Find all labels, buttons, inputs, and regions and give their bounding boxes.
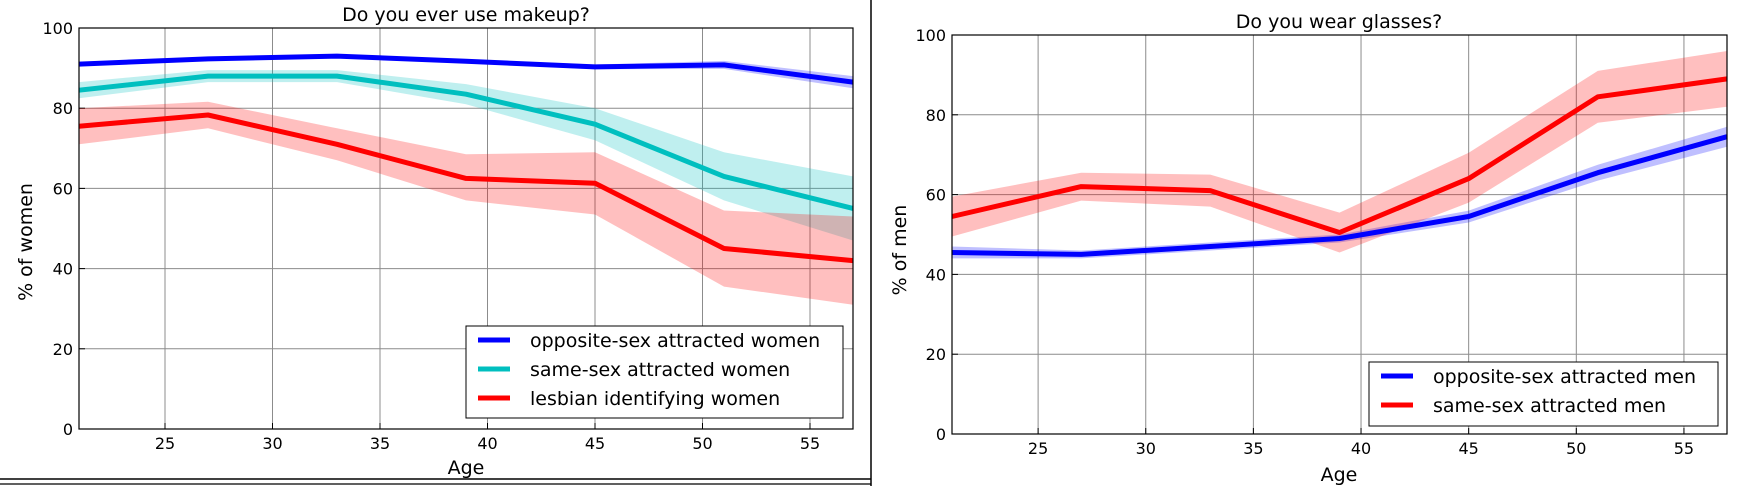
legend-label: opposite-sex attracted men	[1433, 366, 1696, 388]
y-tick-label: 40	[53, 260, 73, 279]
y-tick-label: 60	[53, 179, 73, 198]
legend-label: lesbian identifying women	[530, 388, 780, 410]
series-line	[78, 112, 854, 264]
x-tick-label: 35	[1243, 439, 1263, 458]
confidence-band	[79, 101, 853, 305]
legend-box	[1368, 361, 1719, 427]
x-tick-label: 45	[585, 434, 605, 453]
y-tick-label: 0	[936, 425, 946, 444]
x-axis-label: Age	[1321, 464, 1358, 486]
series-line	[78, 53, 854, 85]
y-tick-label: 100	[42, 19, 73, 38]
x-tick-label: 25	[155, 434, 175, 453]
y-tick-label: 20	[53, 340, 73, 359]
y-tick-label: 80	[926, 106, 946, 125]
x-tick-label: 55	[1674, 439, 1694, 458]
y-axis-label: % of women	[15, 183, 37, 301]
plot-frame	[951, 34, 1728, 435]
legend-box	[465, 325, 844, 419]
x-tick-label: 30	[1136, 439, 1156, 458]
x-tick-label: 50	[692, 434, 712, 453]
chart-title: Do you wear glasses?	[1236, 11, 1442, 33]
x-tick-label: 55	[800, 434, 820, 453]
y-tick-label: 20	[926, 345, 946, 364]
plot-frame	[78, 27, 854, 430]
x-tick-label: 40	[477, 434, 497, 453]
y-tick-label: 100	[915, 26, 946, 45]
legend-label: same-sex attracted men	[1433, 395, 1666, 417]
legend-label: opposite-sex attracted women	[530, 330, 820, 352]
confidence-band	[952, 51, 1727, 253]
x-tick-label: 50	[1566, 439, 1586, 458]
y-tick-label: 60	[926, 186, 946, 205]
chart-title: Do you ever use makeup?	[342, 4, 590, 26]
legend: opposite-sex attracted men same-sex attra…	[1368, 361, 1719, 427]
y-tick-label: 0	[63, 420, 73, 439]
y-tick-label: 80	[53, 99, 73, 118]
x-tick-label: 30	[262, 434, 282, 453]
y-tick-label: 40	[926, 265, 946, 284]
legend: opposite-sex attracted women same-sex att…	[465, 325, 844, 419]
series-line	[951, 76, 1728, 235]
series-line	[951, 134, 1728, 257]
x-tick-label: 35	[370, 434, 390, 453]
confidence-band	[79, 70, 853, 241]
y-axis-label: % of men	[889, 205, 911, 296]
series-line	[78, 73, 854, 211]
glasses-chart: Do you wear glasses? Age % of men 25 30 35…	[889, 11, 1728, 486]
legend-label: same-sex attracted women	[530, 359, 790, 381]
x-tick-label: 45	[1458, 439, 1478, 458]
makeup-chart: Do you ever use makeup? Age % of women 2…	[15, 4, 854, 479]
x-tick-label: 40	[1351, 439, 1371, 458]
x-tick-label: 25	[1028, 439, 1048, 458]
x-axis-label: Age	[448, 457, 485, 479]
